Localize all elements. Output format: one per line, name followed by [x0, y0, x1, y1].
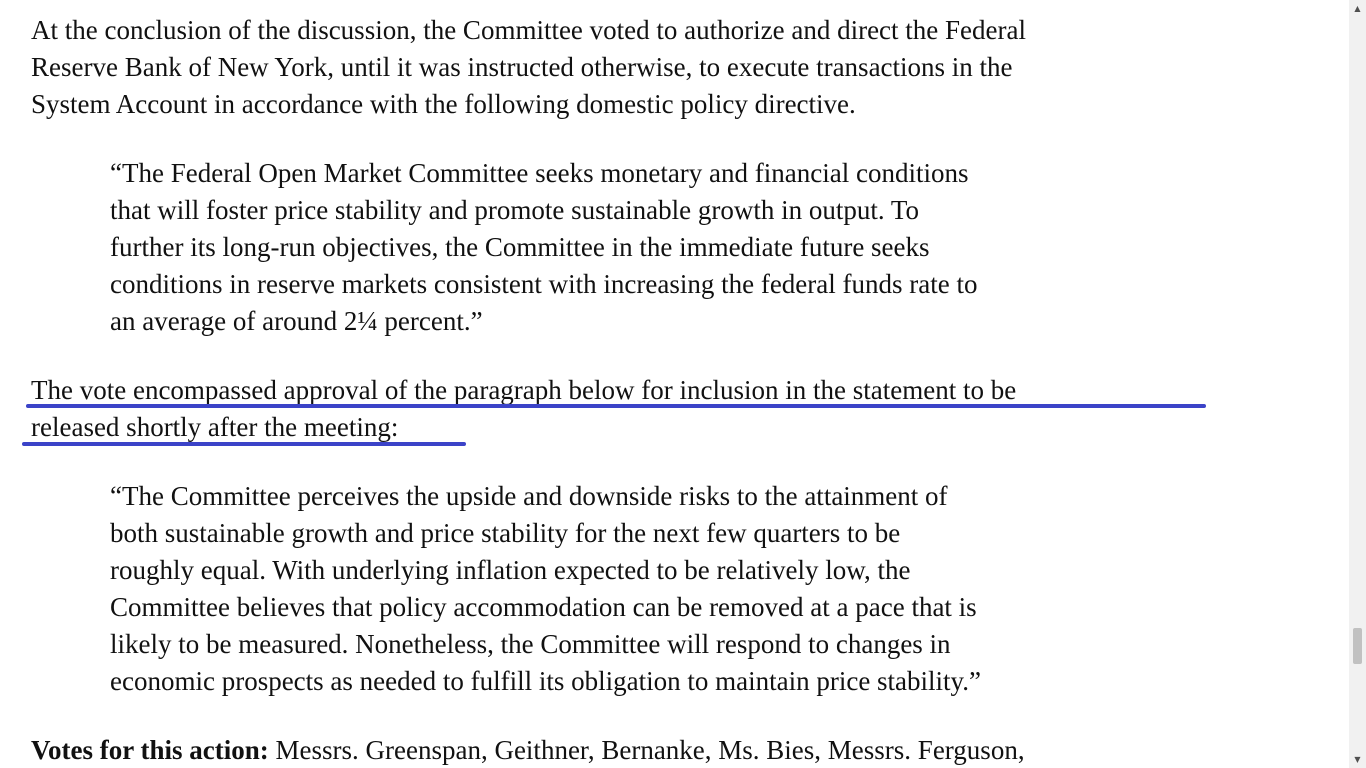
- quote-line: conditions in reserve markets consistent…: [110, 269, 978, 299]
- underline-annotation: [26, 404, 1206, 408]
- quote-line: further its long-run objectives, the Com…: [110, 232, 930, 262]
- paragraph-line: System Account in accordance with the fo…: [31, 89, 856, 119]
- scrollbar-thumb[interactable]: [1353, 628, 1362, 664]
- quote-line: “The Committee perceives the upside and …: [110, 481, 948, 511]
- arrow-down-icon[interactable]: ▼: [1354, 755, 1361, 764]
- votes-label: Votes for this action:: [31, 735, 269, 765]
- votes-line: Votes for this action: Messrs. Greenspan…: [31, 732, 1025, 768]
- quote-line: that will foster price stability and pro…: [110, 195, 919, 225]
- quote-line: Committee believes that policy accommoda…: [110, 592, 977, 622]
- underline-annotation: [22, 442, 466, 446]
- quote-line: an average of around 2¼ percent.”: [110, 306, 483, 336]
- highlighted-paragraph-line: released shortly after the meeting:: [31, 412, 399, 442]
- quote-line: economic prospects as needed to fulfill …: [110, 666, 982, 696]
- quote-line: roughly equal. With underlying inflation…: [110, 555, 911, 585]
- paragraph-line: At the conclusion of the discussion, the…: [31, 15, 1026, 45]
- quote-line: both sustainable growth and price stabil…: [110, 518, 901, 548]
- highlighted-paragraph-line: The vote encompassed approval of the par…: [31, 375, 1017, 405]
- quote-line: “The Federal Open Market Committee seeks…: [110, 158, 969, 188]
- vertical-scrollbar[interactable]: ▲ ▼: [1349, 0, 1366, 768]
- votes-text: Messrs. Greenspan, Geithner, Bernanke, M…: [268, 735, 1025, 765]
- arrow-up-icon[interactable]: ▲: [1354, 4, 1361, 13]
- quote-line: likely to be measured. Nonetheless, the …: [110, 629, 951, 659]
- paragraph-line: Reserve Bank of New York, until it was i…: [31, 52, 1013, 82]
